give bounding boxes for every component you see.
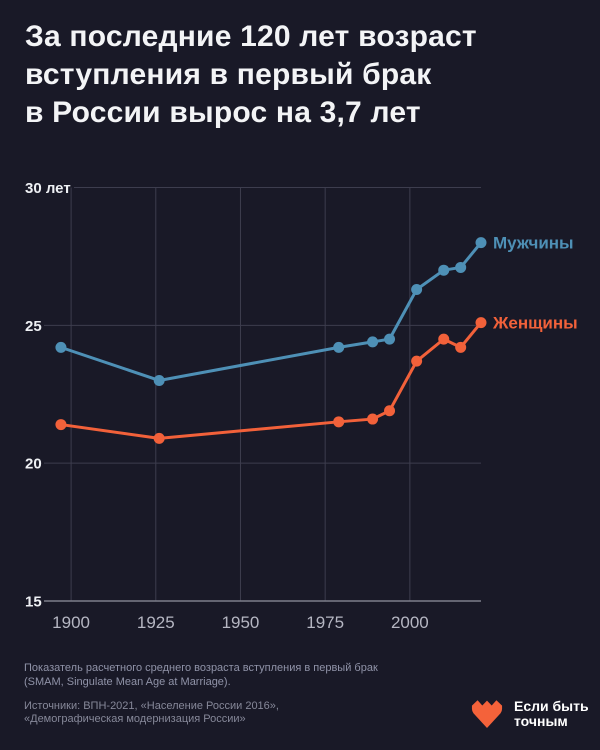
sources-line-1: Источники: ВПН-2021, «Население России 2… <box>24 700 279 712</box>
data-point-women <box>475 317 487 329</box>
page-title: За последние 120 лет возраст вступления … <box>25 18 477 132</box>
data-point-women <box>153 432 165 444</box>
title-line-2: вступления в первый брак <box>25 58 432 91</box>
data-point-women <box>384 405 396 417</box>
x-axis-tick-label: 1925 <box>137 613 175 632</box>
data-point-men <box>475 237 487 249</box>
y-axis-tick-label: 30 лет <box>25 180 71 197</box>
y-axis-tick-label: 15 <box>25 594 42 611</box>
data-point-women <box>333 416 345 428</box>
heart-icon-shape <box>471 700 503 729</box>
data-point-women <box>411 355 423 367</box>
sources-line-2: «Демографическая модернизация России» <box>24 713 246 725</box>
series-line-women <box>59 321 483 440</box>
data-point-men <box>367 336 379 348</box>
data-point-women <box>55 419 67 431</box>
title-line-1: За последние 120 лет возраст <box>25 20 477 53</box>
brand-logo-text: Если быть точным <box>514 697 589 729</box>
y-axis-tick-label: 20 <box>25 456 42 473</box>
series-label-women: Женщины <box>492 314 578 333</box>
title-line-3: в России вырос на 3,7 лет <box>25 96 421 129</box>
data-point-women <box>455 341 467 353</box>
x-axis-tick-label: 2000 <box>391 613 429 632</box>
x-axis-tick-label: 1975 <box>306 613 344 632</box>
data-point-men <box>333 341 345 353</box>
logo-text-line-2: точным <box>514 713 568 729</box>
data-point-men <box>438 264 450 276</box>
x-axis-tick-label: 1900 <box>52 613 90 632</box>
logo-text-line-1: Если быть <box>514 698 589 714</box>
data-point-women <box>367 413 379 425</box>
data-point-men <box>411 283 423 295</box>
heart-icon <box>471 700 503 729</box>
x-axis-tick-label: 1950 <box>222 613 260 632</box>
series-label-men: Мужчины <box>493 234 574 253</box>
brand-logo: Если быть точным <box>470 697 589 729</box>
data-point-men <box>455 261 467 273</box>
data-point-women <box>438 333 450 345</box>
data-point-men <box>55 341 67 353</box>
data-point-men <box>384 333 396 345</box>
data-point-men <box>153 374 165 386</box>
chart-footnote: Показатель расчетного среднего возраста … <box>24 661 378 689</box>
chart-sources: Источники: ВПН-2021, «Население России 2… <box>24 700 279 726</box>
y-axis-tick-label: 25 <box>25 318 42 335</box>
footnote-line-2: (SMAM, Singulate Mean Age at Marriage). <box>24 676 231 688</box>
footnote-line-1: Показатель расчетного среднего возраста … <box>24 662 378 674</box>
